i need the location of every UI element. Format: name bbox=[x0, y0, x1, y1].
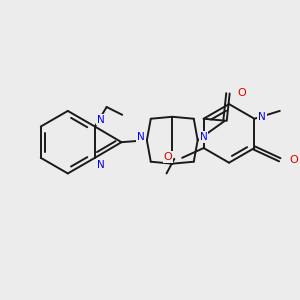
Text: N: N bbox=[137, 132, 145, 142]
Text: N: N bbox=[97, 115, 105, 124]
Text: O: O bbox=[290, 155, 298, 165]
Text: N: N bbox=[97, 160, 105, 170]
Text: O: O bbox=[164, 152, 172, 162]
Text: N: N bbox=[258, 112, 266, 122]
Text: N: N bbox=[200, 132, 207, 142]
Text: O: O bbox=[238, 88, 247, 98]
